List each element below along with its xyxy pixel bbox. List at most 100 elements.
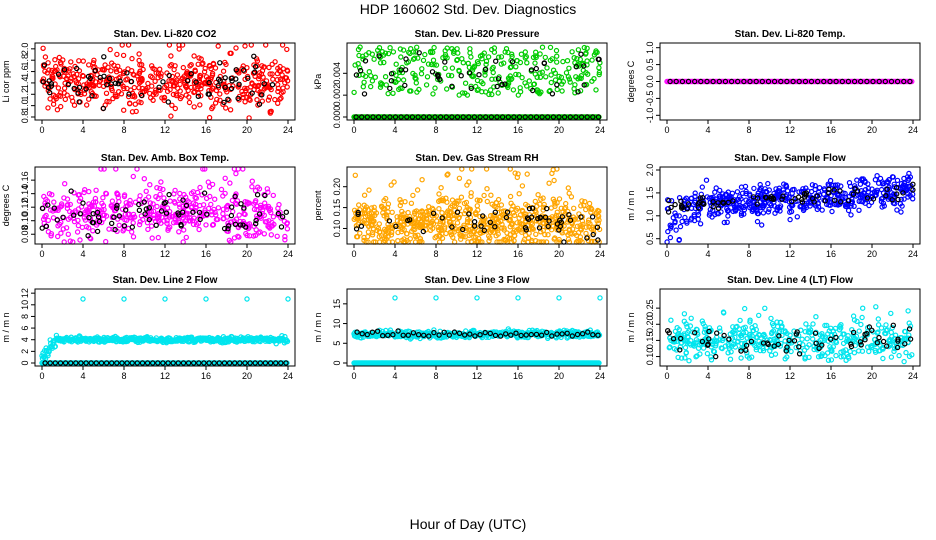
data-point-black — [222, 75, 228, 81]
data-point-black — [556, 114, 562, 120]
data-point-black — [375, 114, 382, 120]
data-point — [360, 83, 366, 90]
data-point-black — [502, 81, 508, 87]
data-point — [570, 226, 576, 232]
data-point — [479, 56, 485, 62]
data-point — [491, 49, 498, 55]
data-point-black — [747, 78, 753, 85]
data-point — [277, 63, 283, 70]
x-tick-label: 8 — [433, 125, 438, 135]
data-point — [573, 74, 579, 80]
data-point — [240, 94, 246, 101]
data-point — [272, 96, 278, 103]
data-point — [549, 170, 555, 177]
data-point-black — [197, 216, 203, 223]
data-point — [524, 171, 530, 177]
data-point-black — [765, 78, 772, 85]
data-point — [721, 219, 728, 226]
data-point — [103, 191, 110, 197]
data-point-black — [584, 114, 590, 120]
data-point-black — [117, 78, 123, 84]
data-point — [193, 205, 199, 211]
data-point — [131, 214, 138, 220]
x-tick-label: 8 — [121, 125, 126, 135]
data-point — [397, 202, 403, 209]
data-point — [381, 235, 387, 242]
data-point — [246, 96, 252, 102]
data-point — [396, 86, 402, 93]
x-tick-label: 0 — [351, 125, 356, 135]
data-point — [458, 194, 465, 200]
data-point — [62, 96, 69, 103]
data-point — [152, 78, 158, 85]
data-point — [192, 201, 199, 207]
data-point — [508, 64, 515, 70]
data-point — [534, 87, 541, 93]
data-point-black — [77, 211, 84, 217]
data-point — [232, 200, 239, 206]
data-point — [131, 84, 137, 91]
data-point — [448, 232, 455, 238]
data-point — [539, 69, 546, 75]
data-point-black — [217, 60, 223, 66]
data-point — [361, 234, 367, 241]
y-tick-label: 0.0 — [645, 75, 655, 88]
data-point — [49, 191, 55, 198]
data-point — [484, 198, 490, 205]
data-point — [269, 71, 275, 77]
data-point — [475, 207, 481, 213]
data-point — [174, 72, 181, 78]
data-point — [486, 238, 492, 244]
data-point-black — [183, 202, 190, 209]
data-point-black — [533, 114, 540, 120]
data-point — [679, 218, 685, 225]
data-point-black — [73, 65, 80, 72]
data-point-black — [121, 223, 128, 229]
y-tick-label: 4 — [20, 337, 30, 342]
data-point-black — [236, 81, 242, 88]
data-point-black — [808, 78, 815, 85]
data-point — [483, 61, 489, 68]
data-point — [99, 66, 105, 73]
data-point — [85, 225, 92, 231]
data-point — [54, 106, 61, 113]
data-point — [239, 88, 245, 95]
data-point — [556, 236, 562, 243]
data-point — [98, 207, 105, 213]
data-point-black — [790, 78, 796, 85]
data-point — [175, 85, 181, 92]
data-point — [120, 52, 127, 59]
data-point — [106, 98, 112, 105]
data-point — [77, 237, 83, 243]
data-point — [385, 50, 392, 57]
data-point — [894, 177, 901, 184]
data-point — [256, 75, 262, 82]
data-point-black — [215, 76, 222, 82]
y-tick-label: 0.002 — [332, 84, 342, 107]
data-point — [548, 205, 555, 211]
data-point — [544, 65, 550, 71]
data-point — [278, 95, 284, 101]
x-tick-label: 24 — [283, 249, 293, 259]
data-point-black — [61, 66, 68, 73]
data-point — [537, 51, 543, 57]
data-point — [161, 95, 167, 101]
data-point — [550, 196, 557, 202]
data-point-black — [166, 72, 172, 79]
y-tick-label: 0.5 — [645, 58, 655, 71]
data-point-black — [80, 200, 86, 206]
data-point — [225, 228, 231, 234]
data-point — [413, 80, 419, 86]
data-point — [252, 198, 259, 204]
data-point-black — [233, 76, 239, 82]
data-point — [205, 179, 211, 185]
data-point — [552, 77, 559, 83]
data-point — [246, 115, 252, 121]
data-point — [400, 77, 407, 83]
data-point-black — [70, 212, 77, 218]
data-point-black — [541, 60, 548, 66]
data-point — [539, 44, 546, 50]
data-point — [131, 72, 137, 78]
